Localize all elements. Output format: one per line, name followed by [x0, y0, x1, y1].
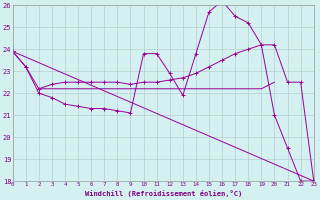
X-axis label: Windchill (Refroidissement éolien,°C): Windchill (Refroidissement éolien,°C): [84, 190, 242, 197]
